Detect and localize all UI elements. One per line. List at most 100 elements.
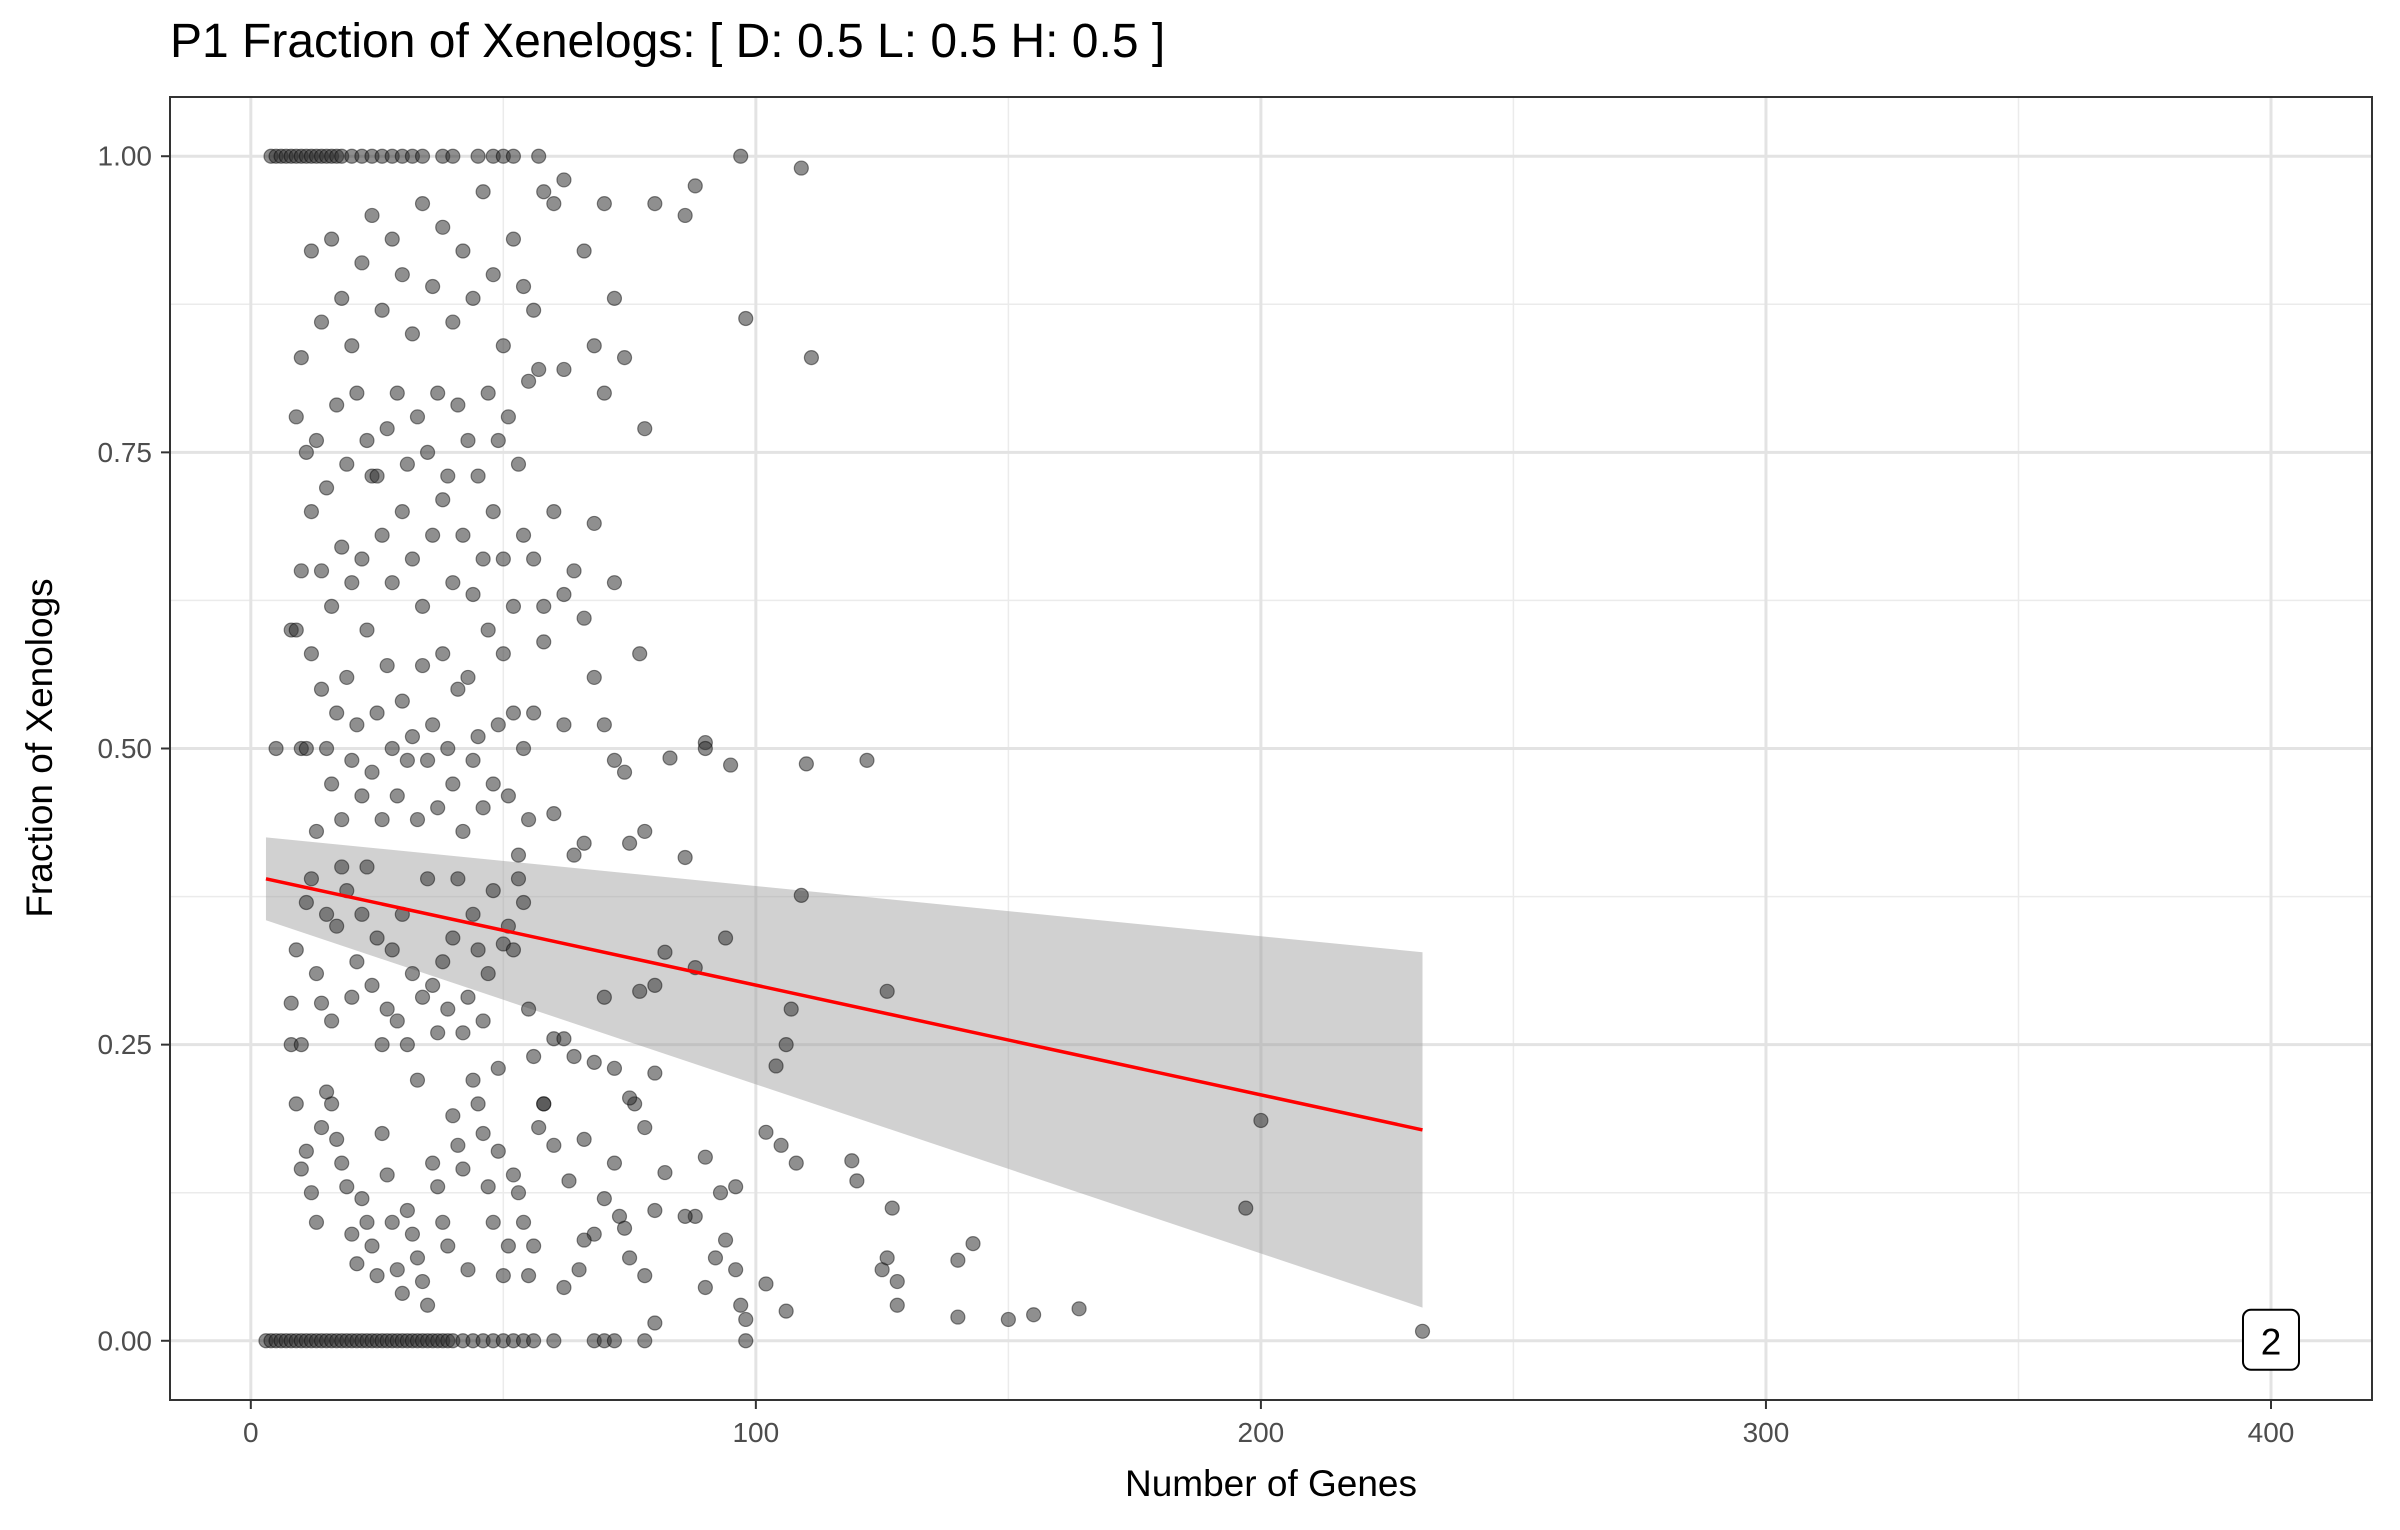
data-point [359,622,375,638]
data-point [374,302,390,318]
data-point [389,788,405,804]
data-point [419,1297,436,1313]
data-point [707,1250,724,1266]
data-point [288,1096,304,1112]
data-point [505,231,522,247]
data-point [414,1273,431,1290]
data-point [318,480,335,496]
data-point [576,610,592,626]
data-point [440,740,456,757]
data-point [596,1191,612,1207]
data-point [354,1191,370,1207]
data-point [384,231,400,247]
data-point [647,1202,663,1219]
data-point [334,290,350,306]
data-point [475,184,491,200]
data-point [288,409,304,425]
annotation-layer: 2 [2241,1308,2300,1371]
data-point [303,503,320,520]
data-point [778,1037,794,1053]
data-point [556,1031,572,1047]
data-point [318,1084,335,1100]
data-point [369,705,385,721]
data-point [460,1262,476,1278]
data-point [450,1137,466,1153]
data-point [586,515,602,532]
data-point [430,1179,446,1195]
data-point [409,1072,426,1088]
data-point [1000,1311,1016,1328]
data-point [465,906,481,922]
data-point [515,894,532,911]
data-point [374,527,390,543]
data-point [657,1164,673,1181]
data-point [490,1060,506,1076]
data-point [465,290,481,306]
data-point [793,160,809,176]
data-point [298,1143,314,1159]
data-point [425,527,441,543]
data-point [334,539,350,555]
data-point [303,871,320,887]
data-point [465,752,481,768]
data-point [546,196,562,212]
data-point [334,1155,350,1171]
data-point [546,1333,562,1349]
data-point [404,551,421,567]
data-point [349,1256,365,1272]
data-point [465,1072,481,1088]
data-point [576,835,592,851]
data-point [414,196,431,212]
data-point [379,657,395,674]
data-point [712,1185,729,1201]
data-point [531,361,547,378]
data-point [738,1311,754,1328]
data-point [404,1226,421,1242]
data-point [324,598,340,614]
data-point [950,1309,966,1325]
data-point [677,849,693,866]
data-point [500,788,516,804]
data-point [526,551,542,567]
data-point [849,1173,865,1189]
data-point [637,1119,653,1136]
data-point [369,1268,385,1284]
data-point [324,1013,340,1029]
data-point [313,995,330,1011]
data-point [318,740,335,757]
data-point [515,278,532,295]
data-point [430,800,446,816]
data-point [308,1214,325,1230]
data-point [435,1214,451,1230]
data-point [455,1161,471,1177]
data-point [419,871,436,887]
data-point [606,752,623,768]
data-point [556,586,572,603]
data-point [505,148,522,164]
data-point [556,361,572,378]
data-point [586,669,602,686]
data-point [409,409,426,425]
data-point [647,977,663,994]
data-point [480,1179,496,1195]
data-point [475,1125,491,1142]
data-point [359,859,375,875]
data-point [329,918,345,934]
data-point [379,1001,395,1017]
data-point [586,338,602,354]
data-point [500,409,516,425]
data-point [571,1262,587,1278]
data-point [399,1202,415,1219]
grid-lines [170,97,2372,1400]
data-point [430,1025,446,1041]
data-point [445,930,461,946]
data-point [419,444,436,460]
data-point [389,1262,405,1278]
data-point [965,1236,981,1252]
data-point [425,1155,441,1171]
data-point [510,847,527,863]
data-point [364,1238,380,1254]
data-point [728,1179,744,1195]
data-point [394,503,410,520]
